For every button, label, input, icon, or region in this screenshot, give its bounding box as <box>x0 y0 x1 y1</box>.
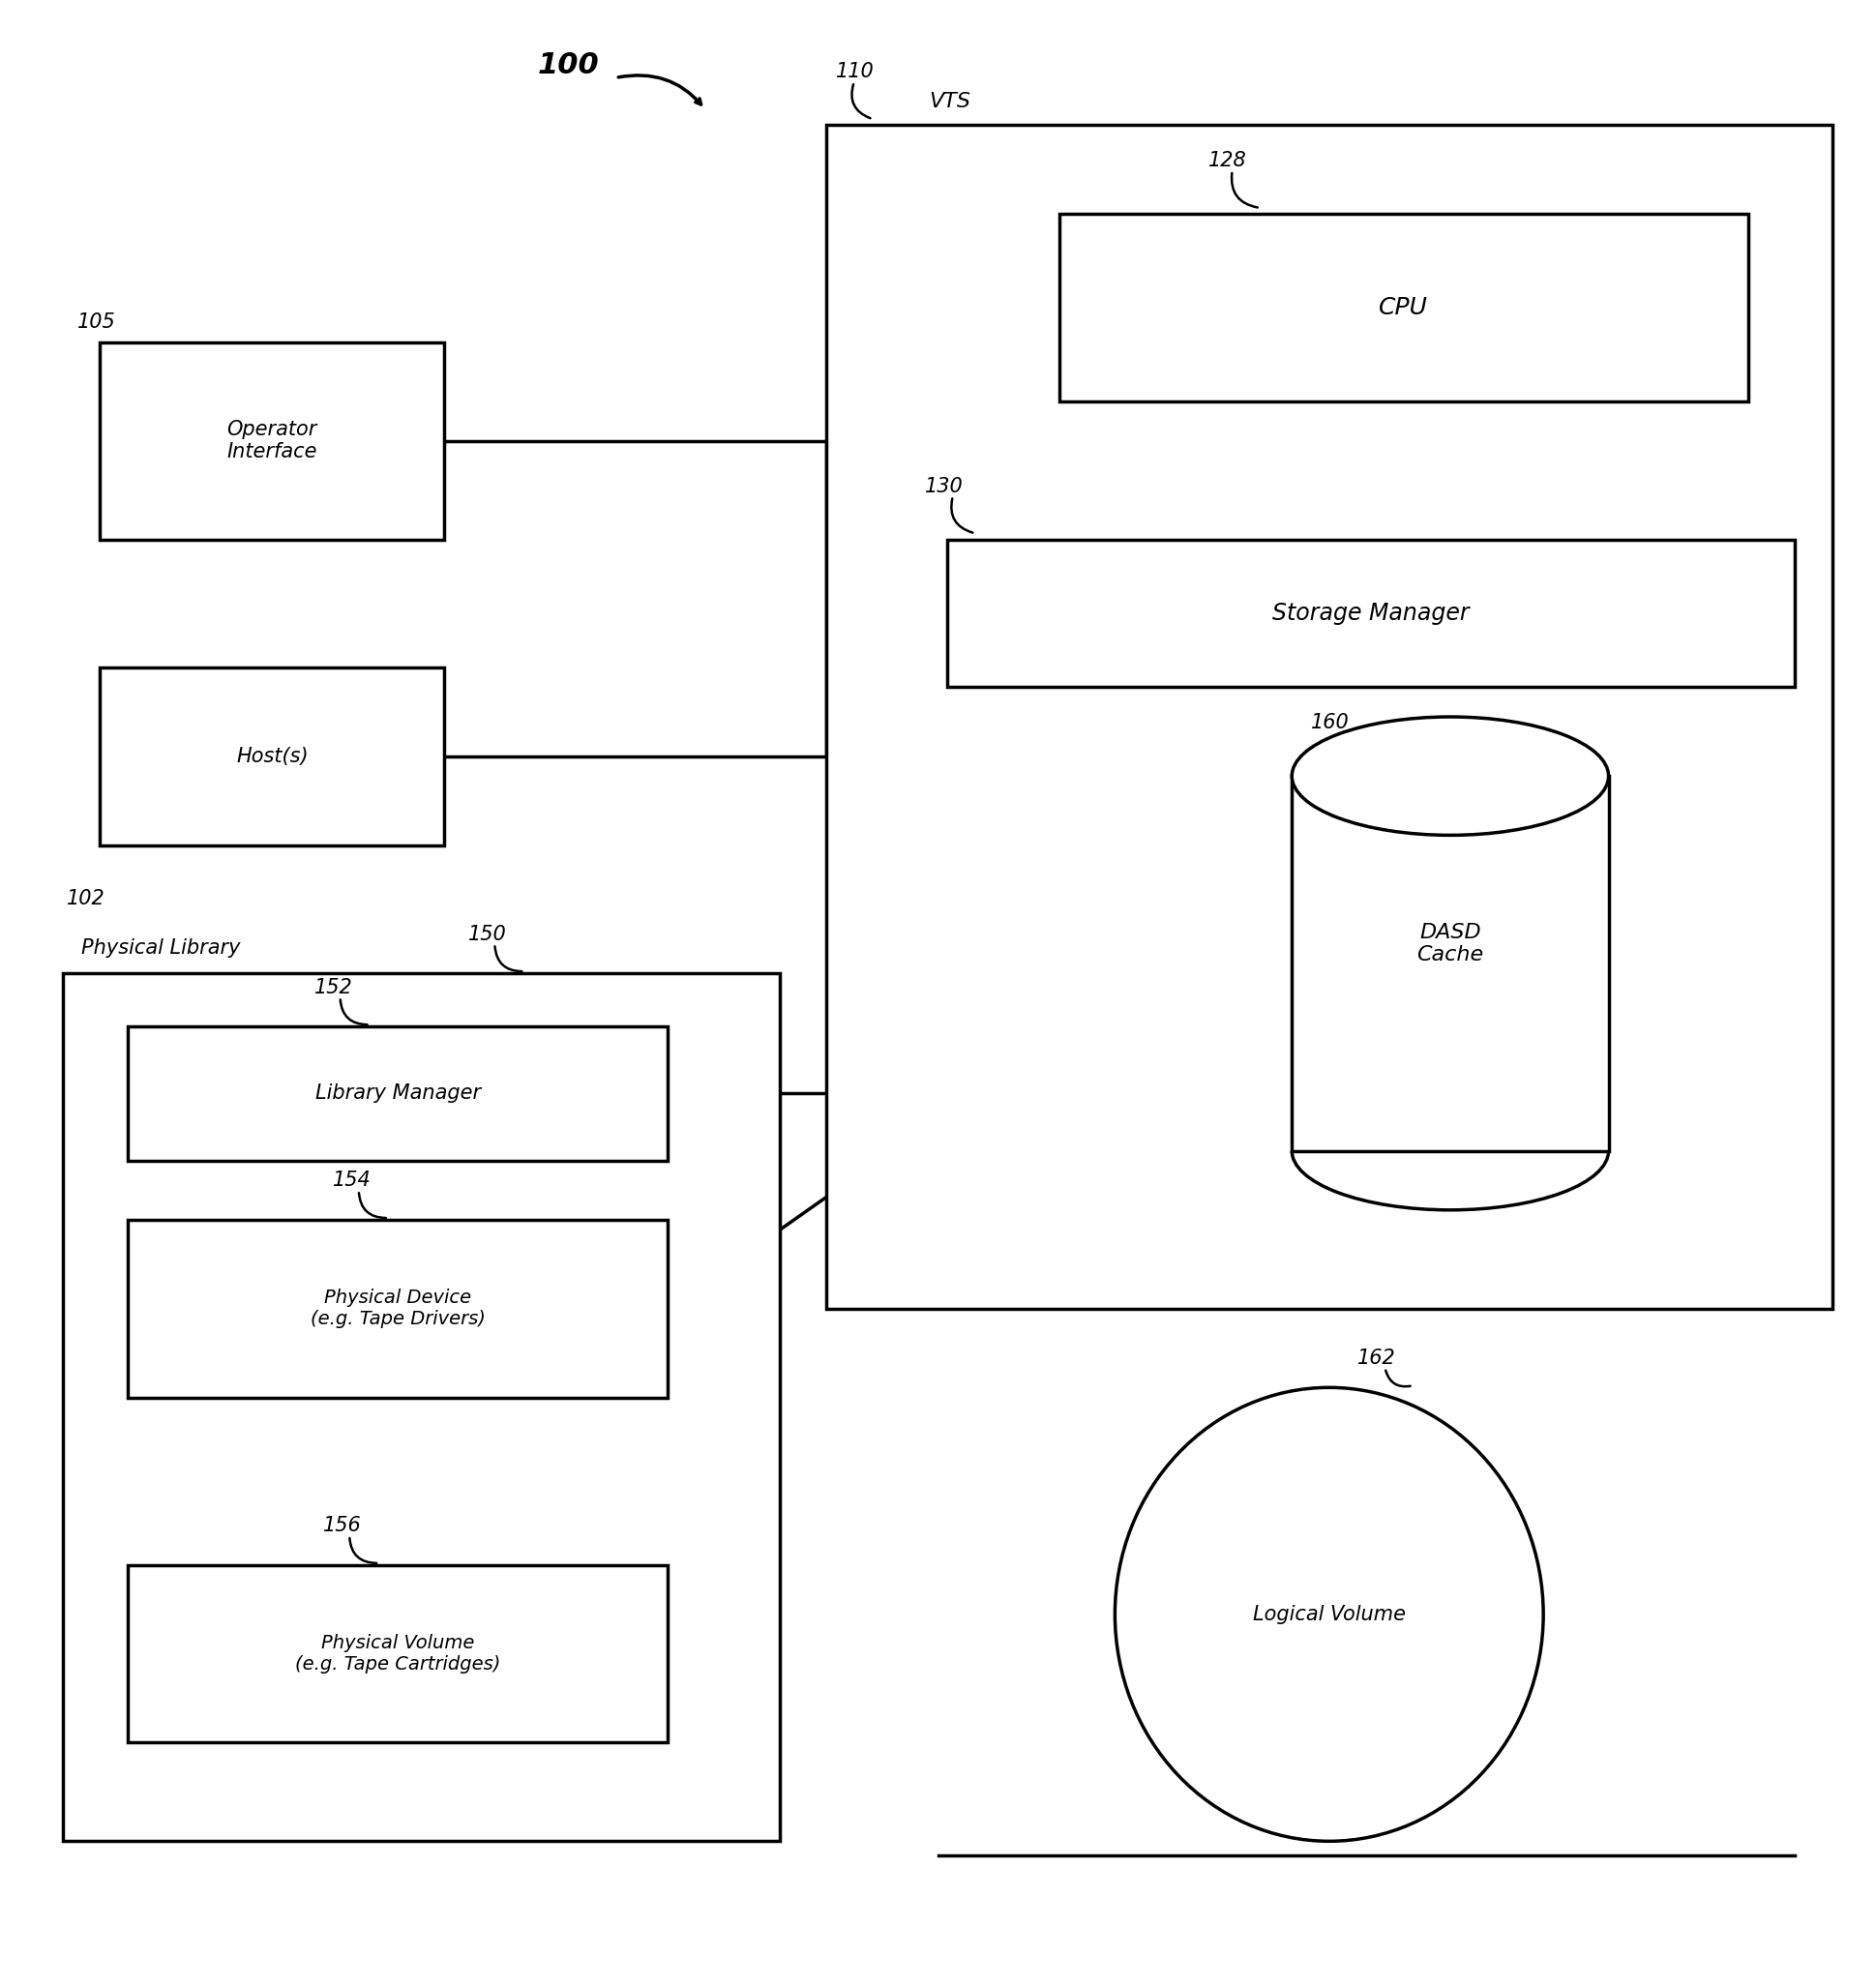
Bar <box>99 342 445 540</box>
Text: 100: 100 <box>538 52 598 79</box>
Text: 130: 130 <box>925 477 964 496</box>
Text: Operator
Interface: Operator Interface <box>227 419 317 461</box>
Bar <box>947 540 1795 687</box>
Ellipse shape <box>1293 717 1608 836</box>
Text: VTS: VTS <box>929 91 970 111</box>
Text: Logical Volume: Logical Volume <box>1253 1605 1405 1625</box>
Circle shape <box>1114 1388 1544 1841</box>
Text: 105: 105 <box>77 314 116 332</box>
Text: Physical Device
(e.g. Tape Drivers): Physical Device (e.g. Tape Drivers) <box>310 1289 486 1329</box>
Text: 160: 160 <box>1311 713 1349 733</box>
Text: Physical Volume
(e.g. Tape Cartridges): Physical Volume (e.g. Tape Cartridges) <box>295 1634 501 1674</box>
Bar <box>1060 214 1748 401</box>
Text: Host(s): Host(s) <box>236 747 308 767</box>
Text: 102: 102 <box>66 890 105 908</box>
Text: 152: 152 <box>313 977 353 997</box>
Bar <box>128 1565 668 1742</box>
Text: 162: 162 <box>1356 1348 1396 1368</box>
Text: Library Manager: Library Manager <box>315 1084 480 1104</box>
Bar <box>99 667 445 846</box>
Bar <box>1293 777 1608 1150</box>
Text: Storage Manager: Storage Manager <box>1272 602 1469 626</box>
Text: 156: 156 <box>323 1515 362 1535</box>
Text: Physical Library: Physical Library <box>81 937 240 957</box>
Bar <box>825 125 1833 1309</box>
Text: 128: 128 <box>1208 151 1246 171</box>
Text: CPU: CPU <box>1379 296 1428 320</box>
Bar <box>128 1219 668 1398</box>
Bar <box>62 973 780 1841</box>
Text: DASD
Cache: DASD Cache <box>1416 923 1484 965</box>
Text: 110: 110 <box>835 62 874 81</box>
Bar <box>128 1027 668 1160</box>
Text: 150: 150 <box>469 923 507 943</box>
Text: 154: 154 <box>332 1172 371 1190</box>
